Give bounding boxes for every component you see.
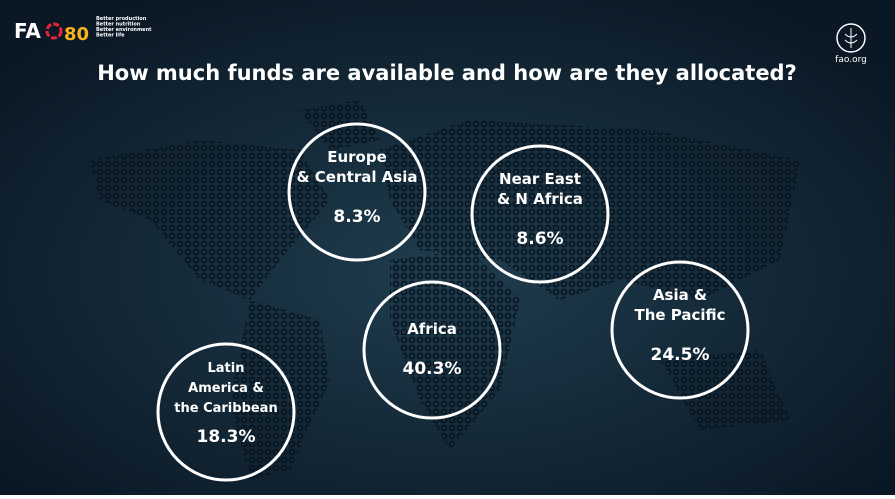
tagline: Better production [96, 16, 147, 22]
region-label: Africa [407, 320, 457, 338]
region-label: Asia & [653, 286, 707, 304]
logo: FA 80 [14, 19, 89, 45]
logo-text: FA [14, 19, 41, 43]
region-label: the Caribbean [174, 401, 277, 416]
tagline: Better nutrition [96, 22, 141, 28]
region-label: The Pacific [634, 306, 725, 324]
tagline: Better life [96, 33, 125, 39]
region-label: Latin [208, 361, 245, 376]
logo-ring [45, 22, 63, 40]
region-label: Europe [327, 148, 387, 166]
region-label: & N Africa [497, 190, 583, 208]
region-value: 8.3% [333, 207, 380, 227]
region-value: 40.3% [403, 359, 462, 379]
region-circle [287, 122, 427, 262]
region-label: America & [188, 381, 264, 396]
region-label: Near East [499, 170, 581, 188]
logo-number: 80 [64, 24, 89, 45]
region-value: 8.6% [516, 229, 563, 249]
region-value: 24.5% [651, 345, 710, 365]
region-circle [362, 280, 502, 420]
region-circle [156, 342, 296, 482]
region-circle [470, 144, 610, 284]
fao-emblem [836, 23, 866, 53]
region-value: 18.3% [197, 427, 256, 447]
tagline: Better environment [96, 27, 152, 33]
region-circle [610, 260, 750, 400]
region-label: & Central Asia [296, 168, 417, 186]
title: How much funds are available and how are… [97, 61, 797, 85]
site: fao.org [835, 55, 867, 65]
fao-emblem-wheat [844, 28, 858, 48]
